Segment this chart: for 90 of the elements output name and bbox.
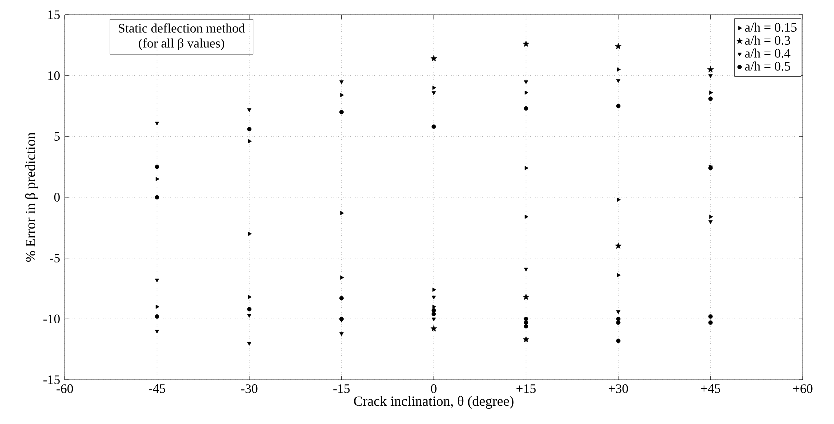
- point: [708, 74, 713, 78]
- point: [248, 139, 252, 144]
- point: [616, 320, 621, 326]
- point: [432, 296, 436, 300]
- point: [340, 211, 344, 216]
- point: [340, 276, 344, 280]
- y-tick-label: 10: [48, 71, 60, 80]
- point: [432, 92, 436, 96]
- point: [524, 106, 528, 111]
- point: [155, 330, 160, 334]
- point: [155, 278, 160, 283]
- point: [708, 314, 713, 319]
- legend-label: a/h = 0.5: [745, 62, 790, 71]
- point: [432, 318, 436, 322]
- point: [616, 316, 621, 322]
- point: [617, 198, 621, 202]
- point: [524, 316, 528, 322]
- point: [155, 195, 160, 200]
- point: [248, 295, 252, 300]
- point: [340, 316, 344, 322]
- point: [708, 220, 713, 224]
- y-tick-label: -10: [44, 314, 60, 324]
- legend-label: a/h = 0.3: [745, 36, 790, 46]
- y-tick-label: 15: [48, 10, 60, 20]
- point: [524, 320, 528, 326]
- point: [340, 80, 344, 84]
- x-tick-label: +15: [516, 384, 536, 394]
- point: [524, 324, 528, 329]
- x-tick-label: -60: [56, 384, 74, 394]
- point: [247, 108, 252, 112]
- point: [155, 122, 160, 126]
- x-tick-label: +30: [608, 384, 628, 394]
- point: [617, 273, 621, 278]
- point: [523, 336, 530, 343]
- point: [155, 164, 160, 170]
- point: [430, 55, 438, 62]
- point: [709, 90, 714, 95]
- point: [248, 232, 252, 236]
- point: [432, 124, 436, 130]
- point: [708, 96, 713, 102]
- point: [616, 79, 621, 84]
- y-tick-label: -15: [44, 376, 60, 384]
- point: [247, 342, 252, 346]
- point: [430, 326, 438, 332]
- point: [247, 127, 252, 132]
- x-tick-label: -30: [241, 384, 258, 394]
- point: [156, 177, 160, 182]
- point: [709, 214, 714, 220]
- point: [432, 288, 436, 292]
- x-tick-label: +60: [793, 384, 813, 394]
- point: [524, 268, 528, 272]
- point: [524, 166, 529, 170]
- y-tick-label: -5: [50, 254, 60, 263]
- point: [524, 214, 529, 220]
- legend-label: a/h = 0.4: [745, 48, 791, 58]
- point: [615, 43, 622, 50]
- point: [340, 296, 344, 301]
- point: [340, 110, 344, 115]
- point: [523, 294, 530, 300]
- point: [340, 93, 344, 98]
- x-tick-label: 0: [431, 384, 437, 394]
- x-axis-title: Crack inclination, θ (degree): [354, 396, 514, 409]
- point: [616, 310, 621, 314]
- point: [432, 312, 436, 316]
- point: [615, 242, 622, 249]
- point: [524, 90, 529, 95]
- annotation: (for all β values): [139, 38, 224, 50]
- y-axis-title: % Error in β prediction: [25, 132, 38, 262]
- point: [247, 314, 252, 318]
- y-tick-label: 0: [54, 193, 60, 202]
- legend-label: a/h = 0.15: [745, 22, 797, 32]
- point: [617, 68, 621, 72]
- point: [523, 40, 530, 47]
- point: [616, 338, 621, 344]
- point: [155, 314, 160, 319]
- x-tick-label: -15: [334, 384, 350, 394]
- annotation: Static deflection method: [119, 24, 246, 33]
- point: [616, 104, 621, 108]
- y-tick-label: 5: [54, 132, 60, 141]
- point: [708, 320, 713, 326]
- point: [247, 307, 252, 312]
- point: [432, 304, 436, 310]
- point: [432, 308, 436, 313]
- x-tick-label: -45: [149, 384, 166, 394]
- point: [432, 86, 436, 90]
- point: [156, 304, 160, 310]
- point: [340, 332, 344, 336]
- point: [708, 66, 714, 73]
- x-tick-label: +45: [701, 384, 720, 394]
- point: [524, 80, 528, 84]
